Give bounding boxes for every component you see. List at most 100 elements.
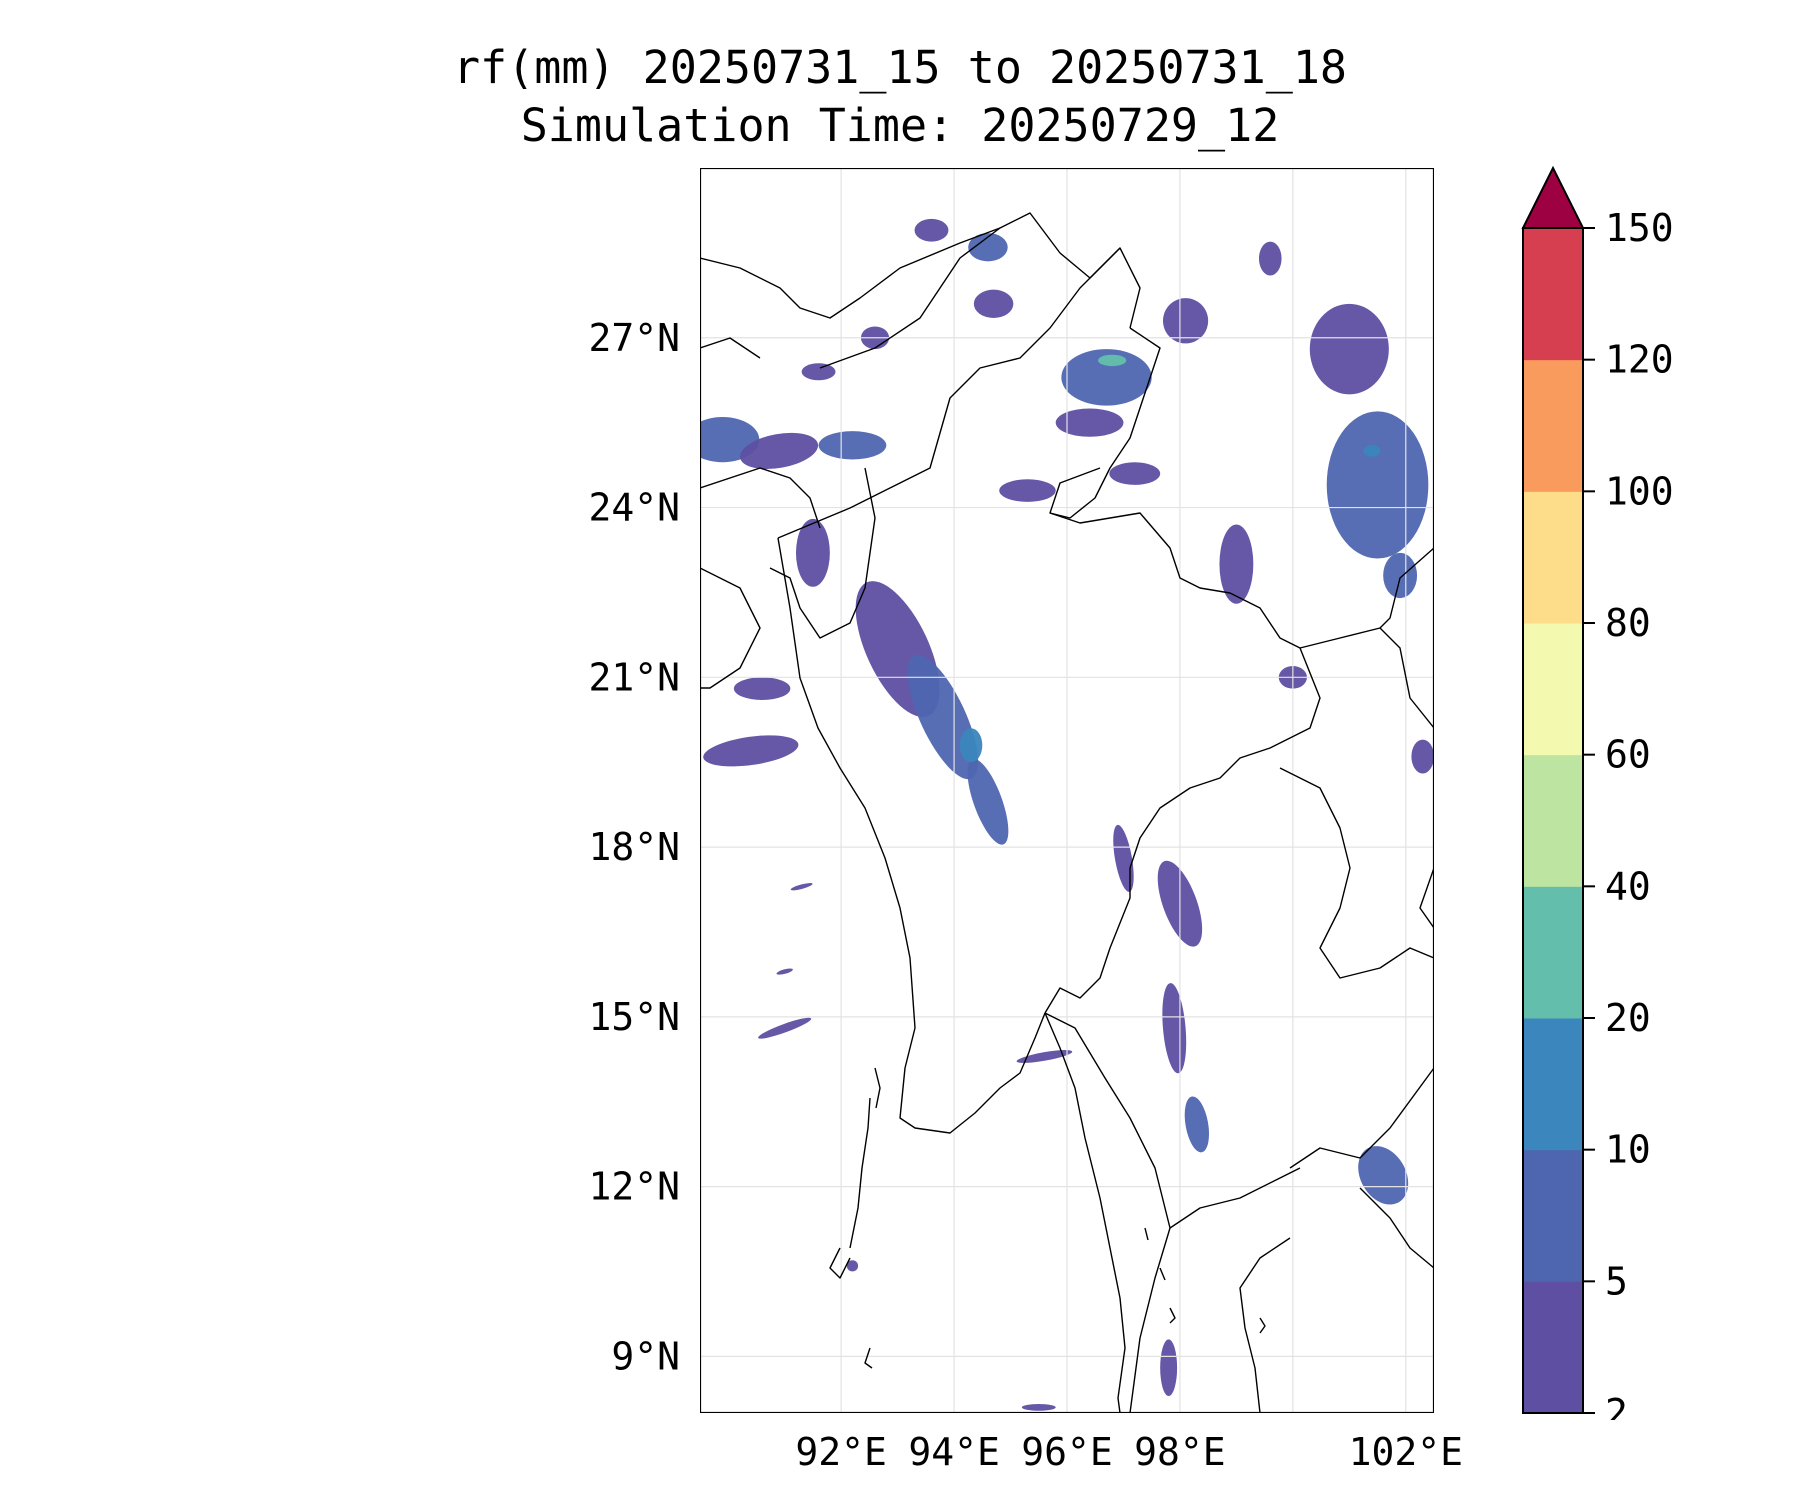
- border-line: [1169, 1167, 1301, 1229]
- colorbar-segment: [1523, 1149, 1583, 1282]
- rainfall-blob: [959, 728, 983, 763]
- rainfall-blob: [1309, 303, 1389, 395]
- rainfall-blob: [1055, 408, 1124, 437]
- rainfall-blob: [1016, 1050, 1073, 1063]
- border-line: [899, 1012, 1046, 1134]
- colorbar-segment: [1523, 1018, 1583, 1151]
- rainfall-blob: [968, 233, 1008, 262]
- rainfall-blob: [1098, 354, 1127, 367]
- colorbar-segment: [1523, 1281, 1583, 1414]
- border-line: [1299, 627, 1434, 729]
- rainfall-blob: [846, 1260, 859, 1272]
- colorbar-tick-label: 100: [1605, 469, 1674, 513]
- rainfall-blob: [703, 735, 799, 767]
- rainfall-blob: [1184, 1096, 1210, 1153]
- rainfall-blob: [740, 432, 819, 470]
- colorbar-tick-label: 5: [1605, 1259, 1628, 1303]
- colorbar-tick-label: 40: [1605, 864, 1651, 908]
- colorbar-segment: [1523, 754, 1583, 887]
- border-line: [1159, 1267, 1166, 1281]
- rainfall-blob: [1358, 1146, 1409, 1205]
- rainfall-blob: [1113, 824, 1134, 892]
- lat-tick-label: 15°N: [588, 995, 680, 1039]
- rainfall-blob: [776, 968, 793, 975]
- lat-tick-label: 9°N: [611, 1334, 680, 1378]
- border-line: [1289, 1067, 1434, 1169]
- border-line: [1359, 1187, 1434, 1269]
- figure-title-line-2: Simulation Time: 20250729_12: [520, 99, 1280, 152]
- border-line: [1049, 512, 1301, 649]
- border-line: [700, 227, 1001, 319]
- lon-tick-label: 102°E: [1349, 1430, 1463, 1474]
- border-line: [849, 1097, 871, 1249]
- border-line: [1239, 1237, 1291, 1413]
- border-line: [769, 467, 876, 639]
- colorbar-tick-label: 80: [1605, 601, 1651, 645]
- rainfall-blob: [1021, 1403, 1056, 1411]
- border-line: [1279, 767, 1434, 979]
- figure-title-line-1: rf(mm) 20250731_15 to 20250731_18: [452, 41, 1348, 94]
- rainfall-blob: [795, 518, 830, 587]
- rainfall-blob: [999, 479, 1056, 502]
- border-line: [864, 1347, 873, 1369]
- rainfall-blob: [914, 218, 949, 242]
- colorbar-segment: [1523, 886, 1583, 1019]
- lat-tick-label: 21°N: [588, 655, 680, 699]
- colorbar-segment: [1523, 491, 1583, 624]
- rainfall-blob: [790, 883, 813, 891]
- colorbar-tick-label: 20: [1605, 996, 1651, 1040]
- rainfall-blob: [758, 1017, 812, 1039]
- border-line: [1144, 1227, 1149, 1241]
- rainfall-blob: [1363, 445, 1381, 457]
- border-line: [829, 1247, 851, 1279]
- rainfall-layer: [700, 218, 1434, 1411]
- border-line: [1419, 867, 1434, 929]
- lat-tick-label: 12°N: [588, 1165, 680, 1209]
- colorbar-tick-label: 2: [1605, 1391, 1628, 1420]
- lat-tick-label: 27°N: [588, 316, 680, 360]
- colorbar-tick-label: 60: [1605, 733, 1651, 777]
- border-line: [874, 1067, 881, 1109]
- border-line: [1049, 327, 1161, 519]
- border-line: [777, 537, 916, 1029]
- colorbar: 2 5 10 20 40 60 80 100 120 150: [1521, 165, 1674, 1420]
- rainfall-blob: [973, 289, 1014, 318]
- lon-tick-label: 96°E: [1021, 1430, 1113, 1474]
- border-line: [700, 567, 761, 689]
- rainfall-blob: [818, 431, 887, 460]
- lon-tick-label: 92°E: [795, 1430, 887, 1474]
- colorbar-extend-arrow: [1521, 165, 1585, 229]
- lat-tick-label: 18°N: [588, 825, 680, 869]
- border-line: [1044, 1012, 1171, 1413]
- border-line: [1044, 647, 1321, 1014]
- lat-tick-label: 24°N: [588, 486, 680, 530]
- colorbar-segment: [1523, 623, 1583, 756]
- lon-tick-label: 94°E: [908, 1430, 1000, 1474]
- colorbar-tick-label: 120: [1605, 338, 1674, 382]
- border-line: [1259, 1317, 1266, 1334]
- rainfall-blob: [1109, 462, 1161, 485]
- rainfall-blob: [1219, 524, 1254, 604]
- colorbar-segment: [1523, 359, 1583, 492]
- colorbar-segment: [1523, 228, 1583, 361]
- rainfall-blob: [1258, 241, 1282, 276]
- rainfall-blob: [801, 363, 836, 381]
- colorbar-tick-label: 10: [1605, 1128, 1651, 1172]
- border-line: [1044, 1012, 1126, 1413]
- border-line: [1379, 547, 1434, 629]
- map-panel: [700, 168, 1434, 1413]
- coastlines-and-borders: [700, 212, 1434, 1413]
- rainfall-blob: [1061, 349, 1152, 406]
- rainfall-blob: [1162, 298, 1209, 344]
- rainfall-blob: [967, 759, 1009, 845]
- border-line: [1169, 1307, 1176, 1324]
- rainfall-blob: [1160, 1339, 1178, 1397]
- border-line: [777, 247, 1141, 539]
- rainfall-blob: [1383, 552, 1418, 599]
- colorbar-tick-label: 150: [1605, 206, 1674, 250]
- colorbar-frame: [1522, 227, 1584, 1414]
- rainfall-blob: [1326, 411, 1429, 559]
- border-line: [700, 337, 761, 359]
- lon-tick-label: 98°E: [1134, 1430, 1226, 1474]
